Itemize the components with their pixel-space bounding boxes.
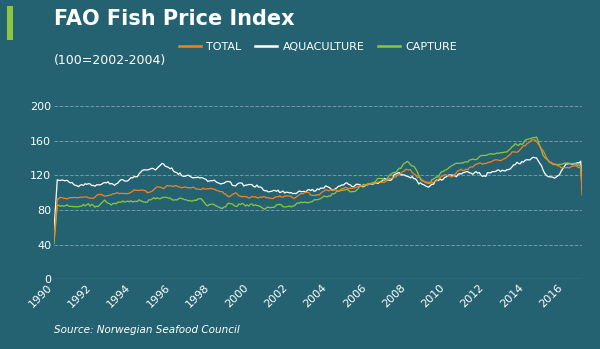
Text: (100=2002-2004): (100=2002-2004) [54,54,166,67]
Text: Source: Norwegian Seafood Council: Source: Norwegian Seafood Council [54,325,240,335]
Legend: TOTAL, AQUACULTURE, CAPTURE: TOTAL, AQUACULTURE, CAPTURE [174,38,462,57]
Text: FAO Fish Price Index: FAO Fish Price Index [54,9,295,29]
